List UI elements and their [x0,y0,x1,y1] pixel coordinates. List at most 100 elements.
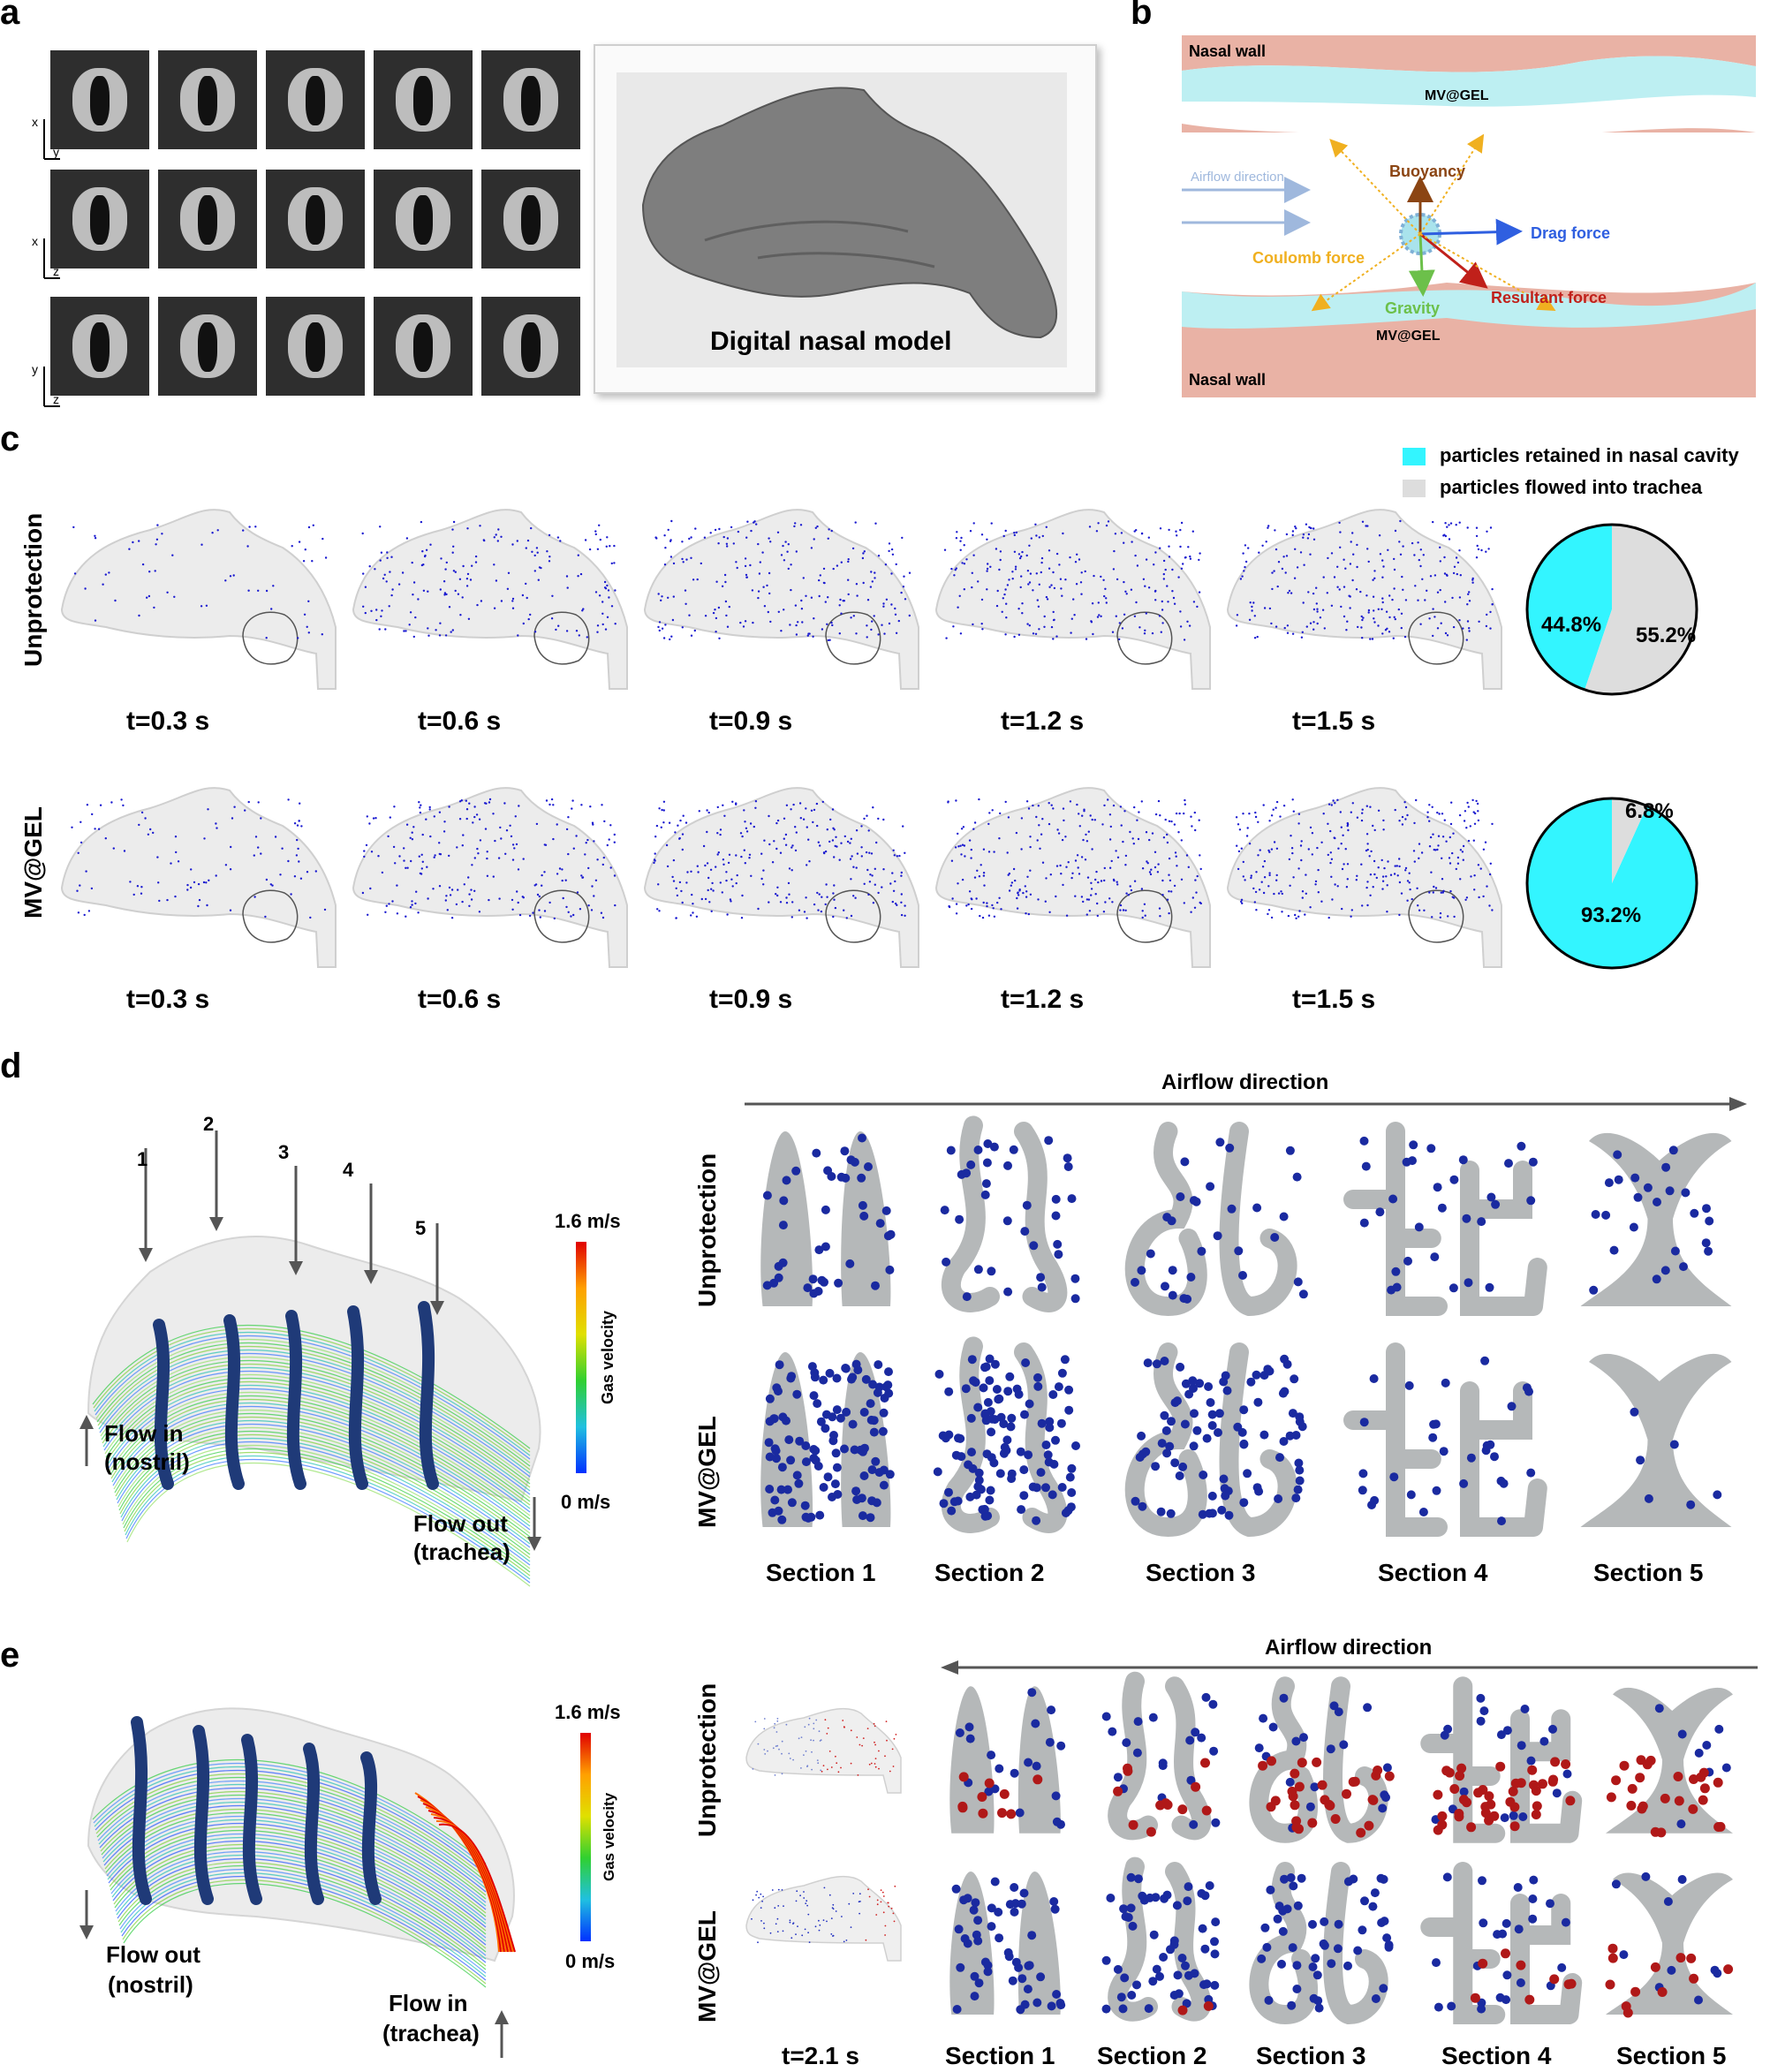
particle [461,596,464,599]
particle-red [1723,1964,1734,1975]
particle [420,853,423,856]
particle [394,862,397,865]
particle [757,907,760,911]
particle [1183,902,1185,904]
particle [1143,903,1146,905]
particle [1108,838,1112,841]
particle [709,868,713,871]
particle [830,1917,833,1919]
particle [1448,538,1451,541]
streamline [93,1327,531,1453]
particle [265,637,268,639]
colorbar-d [576,1242,586,1473]
particle [1013,635,1016,639]
particle [999,550,1002,553]
particle [1381,576,1384,578]
particle [1146,862,1149,865]
particle [362,572,365,575]
particle [448,606,451,609]
particle [397,583,401,586]
particle [680,889,683,893]
particle [715,631,717,633]
particle [1330,858,1334,860]
particle-blue [819,1375,828,1385]
pie-label-retained: 93.2% [1581,904,1642,927]
particle [1422,554,1425,556]
particle-blue [823,1472,833,1482]
particle [788,867,791,870]
ct-slice [158,297,257,396]
particle [132,541,134,544]
particle [1366,904,1369,907]
particle [996,589,999,593]
particle [586,838,589,842]
particle [1281,567,1284,571]
particle [1016,896,1018,900]
particle [1244,544,1247,547]
particle [1116,856,1120,858]
particle [548,560,551,563]
particle [823,1887,826,1889]
particle [790,846,793,849]
particle-blue [1003,1287,1013,1297]
particle [832,567,835,571]
particle [516,540,518,542]
particle [567,911,570,913]
particle [1350,811,1352,813]
particle [1191,825,1193,828]
particle [533,631,537,633]
particle-red [1437,1819,1448,1830]
section-label: Section 3 [1146,1559,1256,1586]
particle-blue [836,1413,845,1423]
particle [790,916,793,919]
particle-blue [1113,1964,1123,1974]
svg-text:y: y [32,362,38,376]
particle [824,903,827,906]
particle [1334,836,1336,840]
particle-blue [1047,2001,1056,2011]
particle [1406,880,1410,882]
particle-blue [1504,1159,1513,1168]
particle [1184,798,1186,802]
particle [824,850,828,853]
particle [1168,911,1170,915]
particle [1491,909,1494,911]
particle [104,573,107,576]
particle [606,843,609,847]
panel-d-letter: d [0,1047,22,1085]
particle [1271,571,1274,574]
particle [516,890,518,893]
ct-slice [158,170,257,268]
particle [891,553,895,556]
particle [1080,896,1084,898]
particle [858,1901,860,1903]
particle [838,632,841,635]
particle [1400,612,1403,615]
particle [505,829,509,832]
particle [1431,805,1433,808]
particle-blue [782,1176,791,1185]
particle [1316,846,1319,850]
particle [374,817,377,820]
particle-blue [969,1376,979,1386]
particle [833,898,836,901]
particle [813,1722,815,1725]
particle [716,832,719,835]
particle [403,630,405,632]
particle [1399,553,1403,556]
particle-blue [1297,1422,1307,1432]
particle [1236,614,1239,616]
particle [814,1925,817,1928]
particle [1452,571,1456,575]
particle [1282,556,1285,558]
particle [1350,909,1353,911]
particle [1312,621,1315,624]
particle [1027,583,1030,586]
particle-red [1626,1800,1637,1811]
particle [1305,873,1307,876]
particle [79,841,83,844]
particle [795,624,798,627]
particle [1404,599,1408,601]
cross-section [1124,1122,1308,1317]
particle-blue [1641,1872,1651,1881]
